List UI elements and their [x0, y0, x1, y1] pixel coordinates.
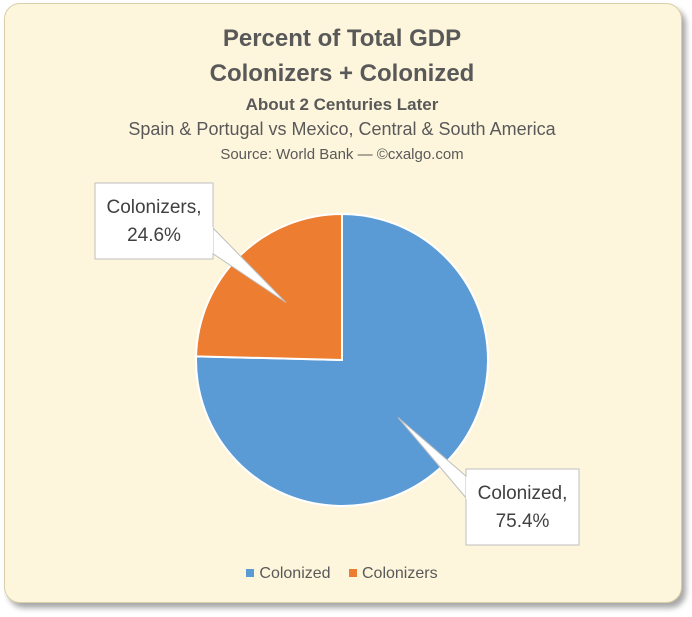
- data-label-colonized: Colonized, 75.4%: [397, 417, 580, 546]
- legend-swatch-colonizers: [349, 569, 357, 577]
- data-label-value: 24.6%: [127, 225, 181, 246]
- legend-item-colonized: Colonized: [246, 565, 331, 583]
- chart-title: Percent of Total GDP: [222, 25, 462, 52]
- data-label-category: Colonized,: [478, 483, 568, 504]
- legend-label-colonizers: Colonizers: [362, 565, 438, 582]
- chart-legend: Colonized Colonizers: [0, 565, 684, 583]
- chart-subtitle: About 2 Centuries Later: [245, 95, 439, 114]
- chart-source: Source: World Bank — ©cxalgo.com: [220, 146, 464, 163]
- legend-swatch-colonized: [246, 569, 255, 577]
- callout-box: [465, 468, 580, 546]
- legend-item-colonizers: Colonizers: [349, 565, 438, 583]
- callout-box: [94, 182, 214, 260]
- data-label-value: 75.4%: [496, 511, 550, 532]
- legend-label-colonized: Colonized: [259, 565, 331, 582]
- data-label-category: Colonizers,: [106, 197, 201, 218]
- chart-subtitle-detail: Spain & Portugal vs Mexico, Central & So…: [128, 119, 556, 139]
- data-label-colonizers: Colonizers, 24.6%: [94, 182, 287, 303]
- chart-title-line2: Colonizers + Colonized: [209, 60, 475, 87]
